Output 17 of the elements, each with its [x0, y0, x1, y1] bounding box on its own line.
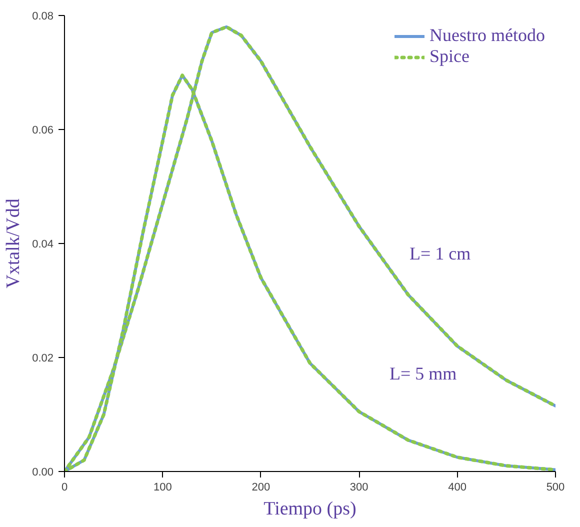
y-axis-title: Vxtalk/Vdd — [3, 198, 24, 288]
y-tick-label: 0.00 — [32, 466, 54, 478]
annotation: L= 5 mm — [390, 364, 457, 384]
y-tick-label: 0.06 — [32, 124, 54, 136]
annotation: L= 1 cm — [410, 244, 471, 264]
y-tick-label: 0.04 — [32, 238, 54, 250]
x-tick-label: 200 — [252, 482, 270, 494]
x-tick-label: 400 — [448, 482, 466, 494]
y-tick-label: 0.02 — [32, 352, 54, 364]
legend-label: Nuestro método — [430, 25, 545, 46]
x-tick-label: 100 — [154, 482, 172, 494]
x-tick-label: 0 — [61, 482, 68, 494]
y-tick-label: 0.08 — [32, 10, 54, 22]
x-tick-label: 300 — [350, 482, 368, 494]
x-axis-title: Tiempo (ps) — [264, 498, 356, 520]
x-tick-label: 500 — [546, 482, 565, 494]
legend-label: Spice — [430, 46, 470, 67]
